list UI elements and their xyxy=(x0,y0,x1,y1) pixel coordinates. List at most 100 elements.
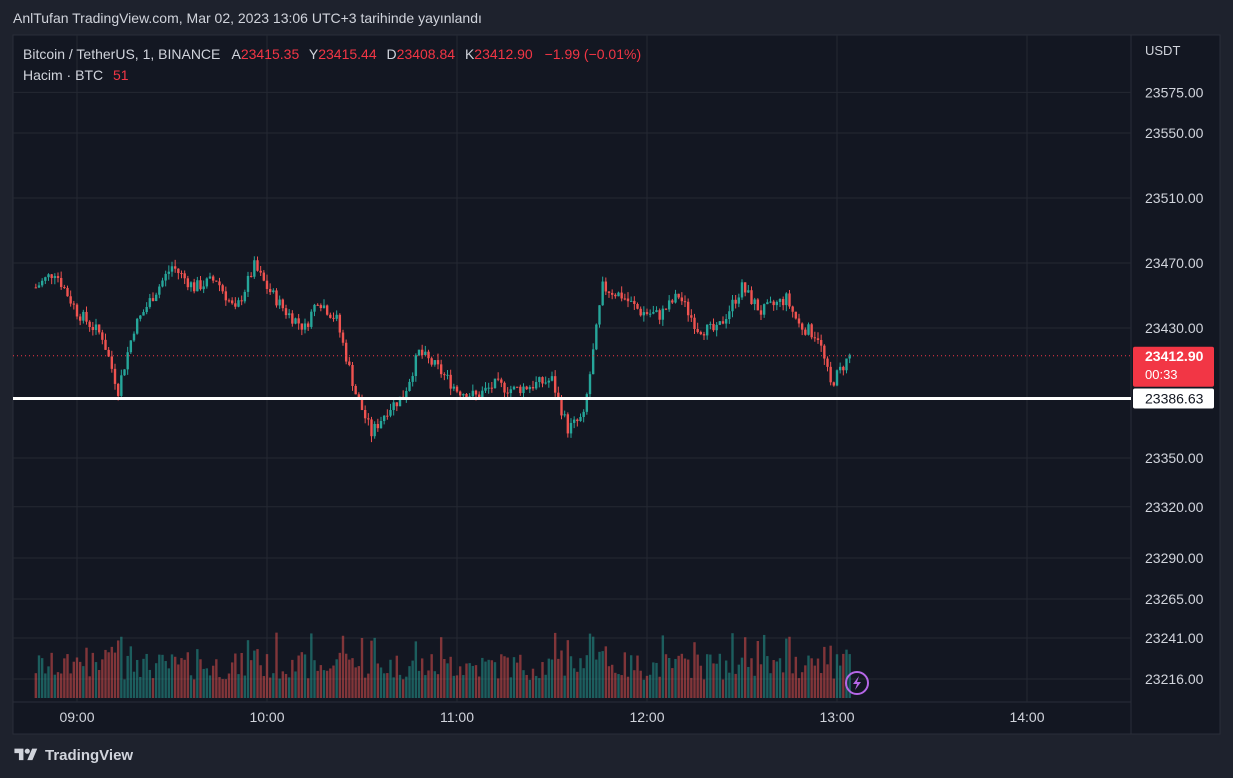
volume-bar xyxy=(262,676,266,698)
volume-bar xyxy=(360,637,364,698)
symbol-name[interactable]: Bitcoin / TetherUS, 1, BINANCE xyxy=(23,46,220,62)
candle xyxy=(452,383,456,392)
candle-body xyxy=(430,358,433,365)
volume-bar xyxy=(335,659,338,698)
candle-body xyxy=(623,298,627,300)
volume-bar xyxy=(202,668,205,698)
candle-body xyxy=(78,316,82,321)
volume-legend[interactable]: Hacim · BTC 51 xyxy=(23,67,129,83)
plot-area[interactable] xyxy=(12,34,1221,735)
volume-bar xyxy=(807,655,810,698)
candle-body xyxy=(560,397,563,416)
price-tick-label: 23350.00 xyxy=(1145,450,1204,466)
candle xyxy=(208,272,212,279)
candle xyxy=(72,300,76,310)
candle-body xyxy=(53,276,57,279)
candle xyxy=(227,298,231,303)
candle-body xyxy=(585,394,589,412)
candle-body xyxy=(496,378,500,380)
candle-body xyxy=(224,291,228,301)
volume-bar xyxy=(699,665,703,698)
tradingview-brand[interactable]: TradingView xyxy=(13,746,133,764)
candle xyxy=(506,387,509,399)
candle-body xyxy=(357,394,361,399)
candle xyxy=(712,318,715,332)
candle-body xyxy=(823,345,826,359)
volume-bar xyxy=(82,666,85,698)
candle xyxy=(221,283,224,294)
candle-body xyxy=(829,366,832,383)
volume-bar xyxy=(484,661,487,698)
candle xyxy=(344,339,348,365)
candle-body xyxy=(607,291,611,293)
candle xyxy=(572,416,576,429)
volume-bar xyxy=(582,668,585,698)
candle xyxy=(848,353,851,364)
candle xyxy=(629,296,633,302)
volume-bar xyxy=(623,652,627,698)
candle xyxy=(759,305,763,320)
candle xyxy=(186,275,190,291)
candle-body xyxy=(395,402,399,407)
volume-bar xyxy=(721,679,725,698)
price-tick-label: 23575.00 xyxy=(1145,84,1204,100)
volume-bar xyxy=(132,671,136,698)
candle-body xyxy=(547,380,551,383)
candle-body xyxy=(170,266,174,272)
volume-bar xyxy=(471,665,475,698)
candle xyxy=(496,372,500,382)
volume-bar xyxy=(832,678,836,698)
candle-body xyxy=(500,379,503,383)
volume-bar xyxy=(826,664,829,698)
candle-body xyxy=(595,324,598,350)
lightning-alert-icon[interactable] xyxy=(845,671,869,695)
candle xyxy=(82,309,85,324)
candle xyxy=(107,347,110,358)
candle xyxy=(709,321,712,330)
volume-bar xyxy=(610,664,614,698)
candle-body xyxy=(417,349,421,356)
candle-body xyxy=(344,342,348,362)
volume-bar xyxy=(617,674,620,698)
candle xyxy=(648,309,652,318)
volume-bar xyxy=(208,675,212,698)
volume-bar xyxy=(249,660,253,698)
candle-body xyxy=(506,392,509,394)
candle xyxy=(617,291,620,297)
time-axis[interactable]: 09:00 10:00 11:00 12:00 13:00 14:00 xyxy=(59,709,1044,725)
volume-bar xyxy=(50,652,53,698)
candle-body xyxy=(173,266,177,269)
candle-body xyxy=(715,324,718,331)
volume-bar xyxy=(636,655,639,698)
candle-body xyxy=(34,287,38,289)
candle-body xyxy=(161,280,164,287)
candle-body xyxy=(411,376,414,382)
candle-body xyxy=(104,339,107,350)
volume-bar xyxy=(392,677,395,698)
volume-bar xyxy=(107,652,110,698)
candle xyxy=(243,289,247,304)
candle-body xyxy=(142,312,145,316)
candle xyxy=(341,329,345,346)
currency-label[interactable]: USDT xyxy=(1145,43,1180,58)
candle-body xyxy=(427,351,430,359)
price-tick-label: 23430.00 xyxy=(1145,320,1204,336)
volume-bar xyxy=(192,679,196,698)
ohlc-legend[interactable]: Bitcoin / TetherUS, 1, BINANCE A23415.35… xyxy=(23,46,641,62)
volume-bar xyxy=(785,638,788,698)
candle xyxy=(66,285,69,297)
price-axis[interactable]: 23575.00 23550.00 23510.00 23470.00 23430.00… xyxy=(1145,84,1204,687)
volume-bar xyxy=(620,675,623,698)
candle-body xyxy=(781,299,785,306)
candle xyxy=(680,292,684,305)
candle xyxy=(37,282,41,289)
volume-bar xyxy=(243,675,247,698)
candle-body xyxy=(303,323,307,330)
candle-body xyxy=(747,290,750,293)
volume-bar xyxy=(607,666,611,698)
candle-body xyxy=(139,315,142,319)
candle xyxy=(585,392,589,415)
volume-bar xyxy=(408,666,411,698)
candle xyxy=(576,418,579,427)
